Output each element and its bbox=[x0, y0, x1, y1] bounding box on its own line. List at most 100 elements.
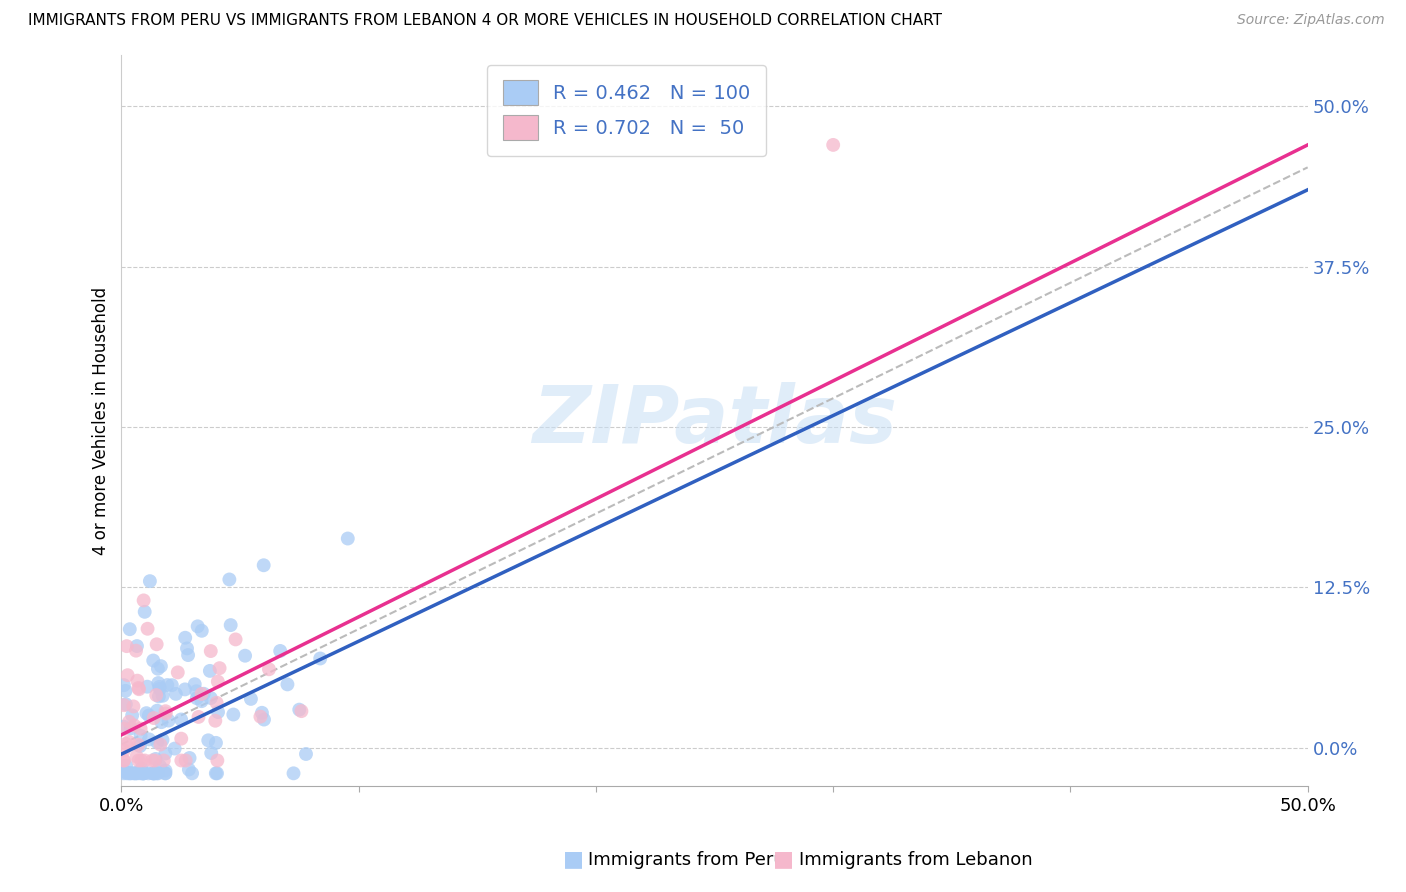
Point bbox=[127, 754, 149, 768]
Point bbox=[112, 754, 135, 768]
Point bbox=[250, 706, 273, 720]
Text: Immigrants from Lebanon: Immigrants from Lebanon bbox=[799, 851, 1032, 869]
Point bbox=[145, 688, 167, 702]
Point bbox=[117, 668, 139, 682]
Point bbox=[145, 766, 167, 780]
Point bbox=[118, 766, 141, 780]
Point bbox=[295, 747, 318, 761]
Text: ZIPatlas: ZIPatlas bbox=[531, 382, 897, 459]
Point bbox=[129, 766, 152, 780]
Point bbox=[205, 766, 228, 780]
Point bbox=[138, 732, 160, 747]
Point bbox=[155, 766, 177, 780]
Point bbox=[124, 766, 146, 780]
Point bbox=[197, 733, 219, 747]
Point bbox=[184, 677, 207, 691]
Point bbox=[143, 766, 166, 780]
Point bbox=[129, 739, 152, 753]
Point bbox=[152, 732, 174, 747]
Point bbox=[149, 759, 172, 773]
Point bbox=[166, 665, 188, 680]
Point bbox=[257, 662, 280, 676]
Point bbox=[146, 662, 169, 676]
Text: IMMIGRANTS FROM PERU VS IMMIGRANTS FROM LEBANON 4 OR MORE VEHICLES IN HOUSEHOLD : IMMIGRANTS FROM PERU VS IMMIGRANTS FROM … bbox=[28, 13, 942, 29]
Point bbox=[155, 747, 177, 761]
Point bbox=[131, 762, 153, 776]
Point bbox=[207, 674, 229, 689]
Point bbox=[177, 648, 200, 662]
Point bbox=[134, 754, 156, 768]
Point bbox=[127, 738, 149, 752]
Point bbox=[118, 714, 141, 729]
Point bbox=[170, 713, 193, 727]
Point bbox=[222, 707, 245, 722]
Point bbox=[200, 644, 222, 658]
Point bbox=[205, 696, 228, 710]
Point bbox=[149, 681, 172, 696]
Point bbox=[145, 752, 167, 766]
Point bbox=[200, 691, 222, 706]
Point bbox=[142, 653, 165, 667]
Point bbox=[176, 641, 198, 656]
Point bbox=[186, 691, 208, 706]
Point bbox=[132, 766, 155, 780]
Point bbox=[138, 766, 160, 780]
Point bbox=[198, 664, 221, 678]
Point bbox=[193, 687, 215, 701]
Point bbox=[129, 729, 152, 743]
Point bbox=[136, 622, 159, 636]
Text: Source: ZipAtlas.com: Source: ZipAtlas.com bbox=[1237, 13, 1385, 28]
Point bbox=[129, 754, 152, 768]
Point bbox=[138, 708, 160, 723]
Point bbox=[122, 766, 145, 780]
Point bbox=[208, 661, 231, 675]
Point bbox=[288, 703, 311, 717]
Point bbox=[112, 698, 135, 713]
Point bbox=[336, 532, 359, 546]
Point bbox=[112, 743, 135, 757]
Point bbox=[152, 754, 174, 768]
Point bbox=[160, 678, 183, 692]
Point bbox=[149, 738, 172, 752]
Point bbox=[145, 637, 167, 651]
Point bbox=[269, 644, 291, 658]
Point bbox=[132, 766, 155, 780]
Point bbox=[152, 689, 174, 703]
Point bbox=[143, 754, 166, 768]
Point bbox=[127, 681, 149, 695]
Point bbox=[115, 639, 138, 653]
Point bbox=[112, 766, 135, 780]
Point bbox=[218, 573, 240, 587]
Point bbox=[219, 618, 242, 632]
Point bbox=[191, 624, 214, 638]
Point bbox=[187, 710, 209, 724]
Point bbox=[290, 704, 312, 718]
Point bbox=[165, 687, 187, 701]
Point bbox=[112, 720, 135, 734]
Point bbox=[139, 574, 162, 589]
Point bbox=[146, 735, 169, 749]
Point bbox=[112, 754, 135, 768]
Point bbox=[132, 766, 155, 780]
Point bbox=[132, 593, 155, 607]
Point bbox=[174, 682, 197, 697]
Point bbox=[174, 631, 197, 645]
Y-axis label: 4 or more Vehicles in Household: 4 or more Vehicles in Household bbox=[93, 286, 110, 555]
Legend: R = 0.462   N = 100, R = 0.702   N =  50: R = 0.462 N = 100, R = 0.702 N = 50 bbox=[486, 65, 766, 156]
Point bbox=[128, 682, 150, 697]
Point bbox=[127, 673, 149, 688]
Text: ■: ■ bbox=[562, 849, 583, 869]
Text: ■: ■ bbox=[773, 849, 794, 869]
Point bbox=[207, 754, 229, 768]
Point bbox=[134, 605, 156, 619]
Point bbox=[115, 737, 138, 751]
Point bbox=[114, 764, 136, 779]
Point bbox=[181, 766, 204, 780]
Point bbox=[114, 684, 136, 698]
Point bbox=[150, 715, 173, 730]
Point bbox=[276, 677, 298, 691]
Point bbox=[118, 735, 141, 749]
Point bbox=[156, 678, 179, 692]
Point bbox=[177, 763, 200, 777]
Point bbox=[283, 766, 305, 780]
